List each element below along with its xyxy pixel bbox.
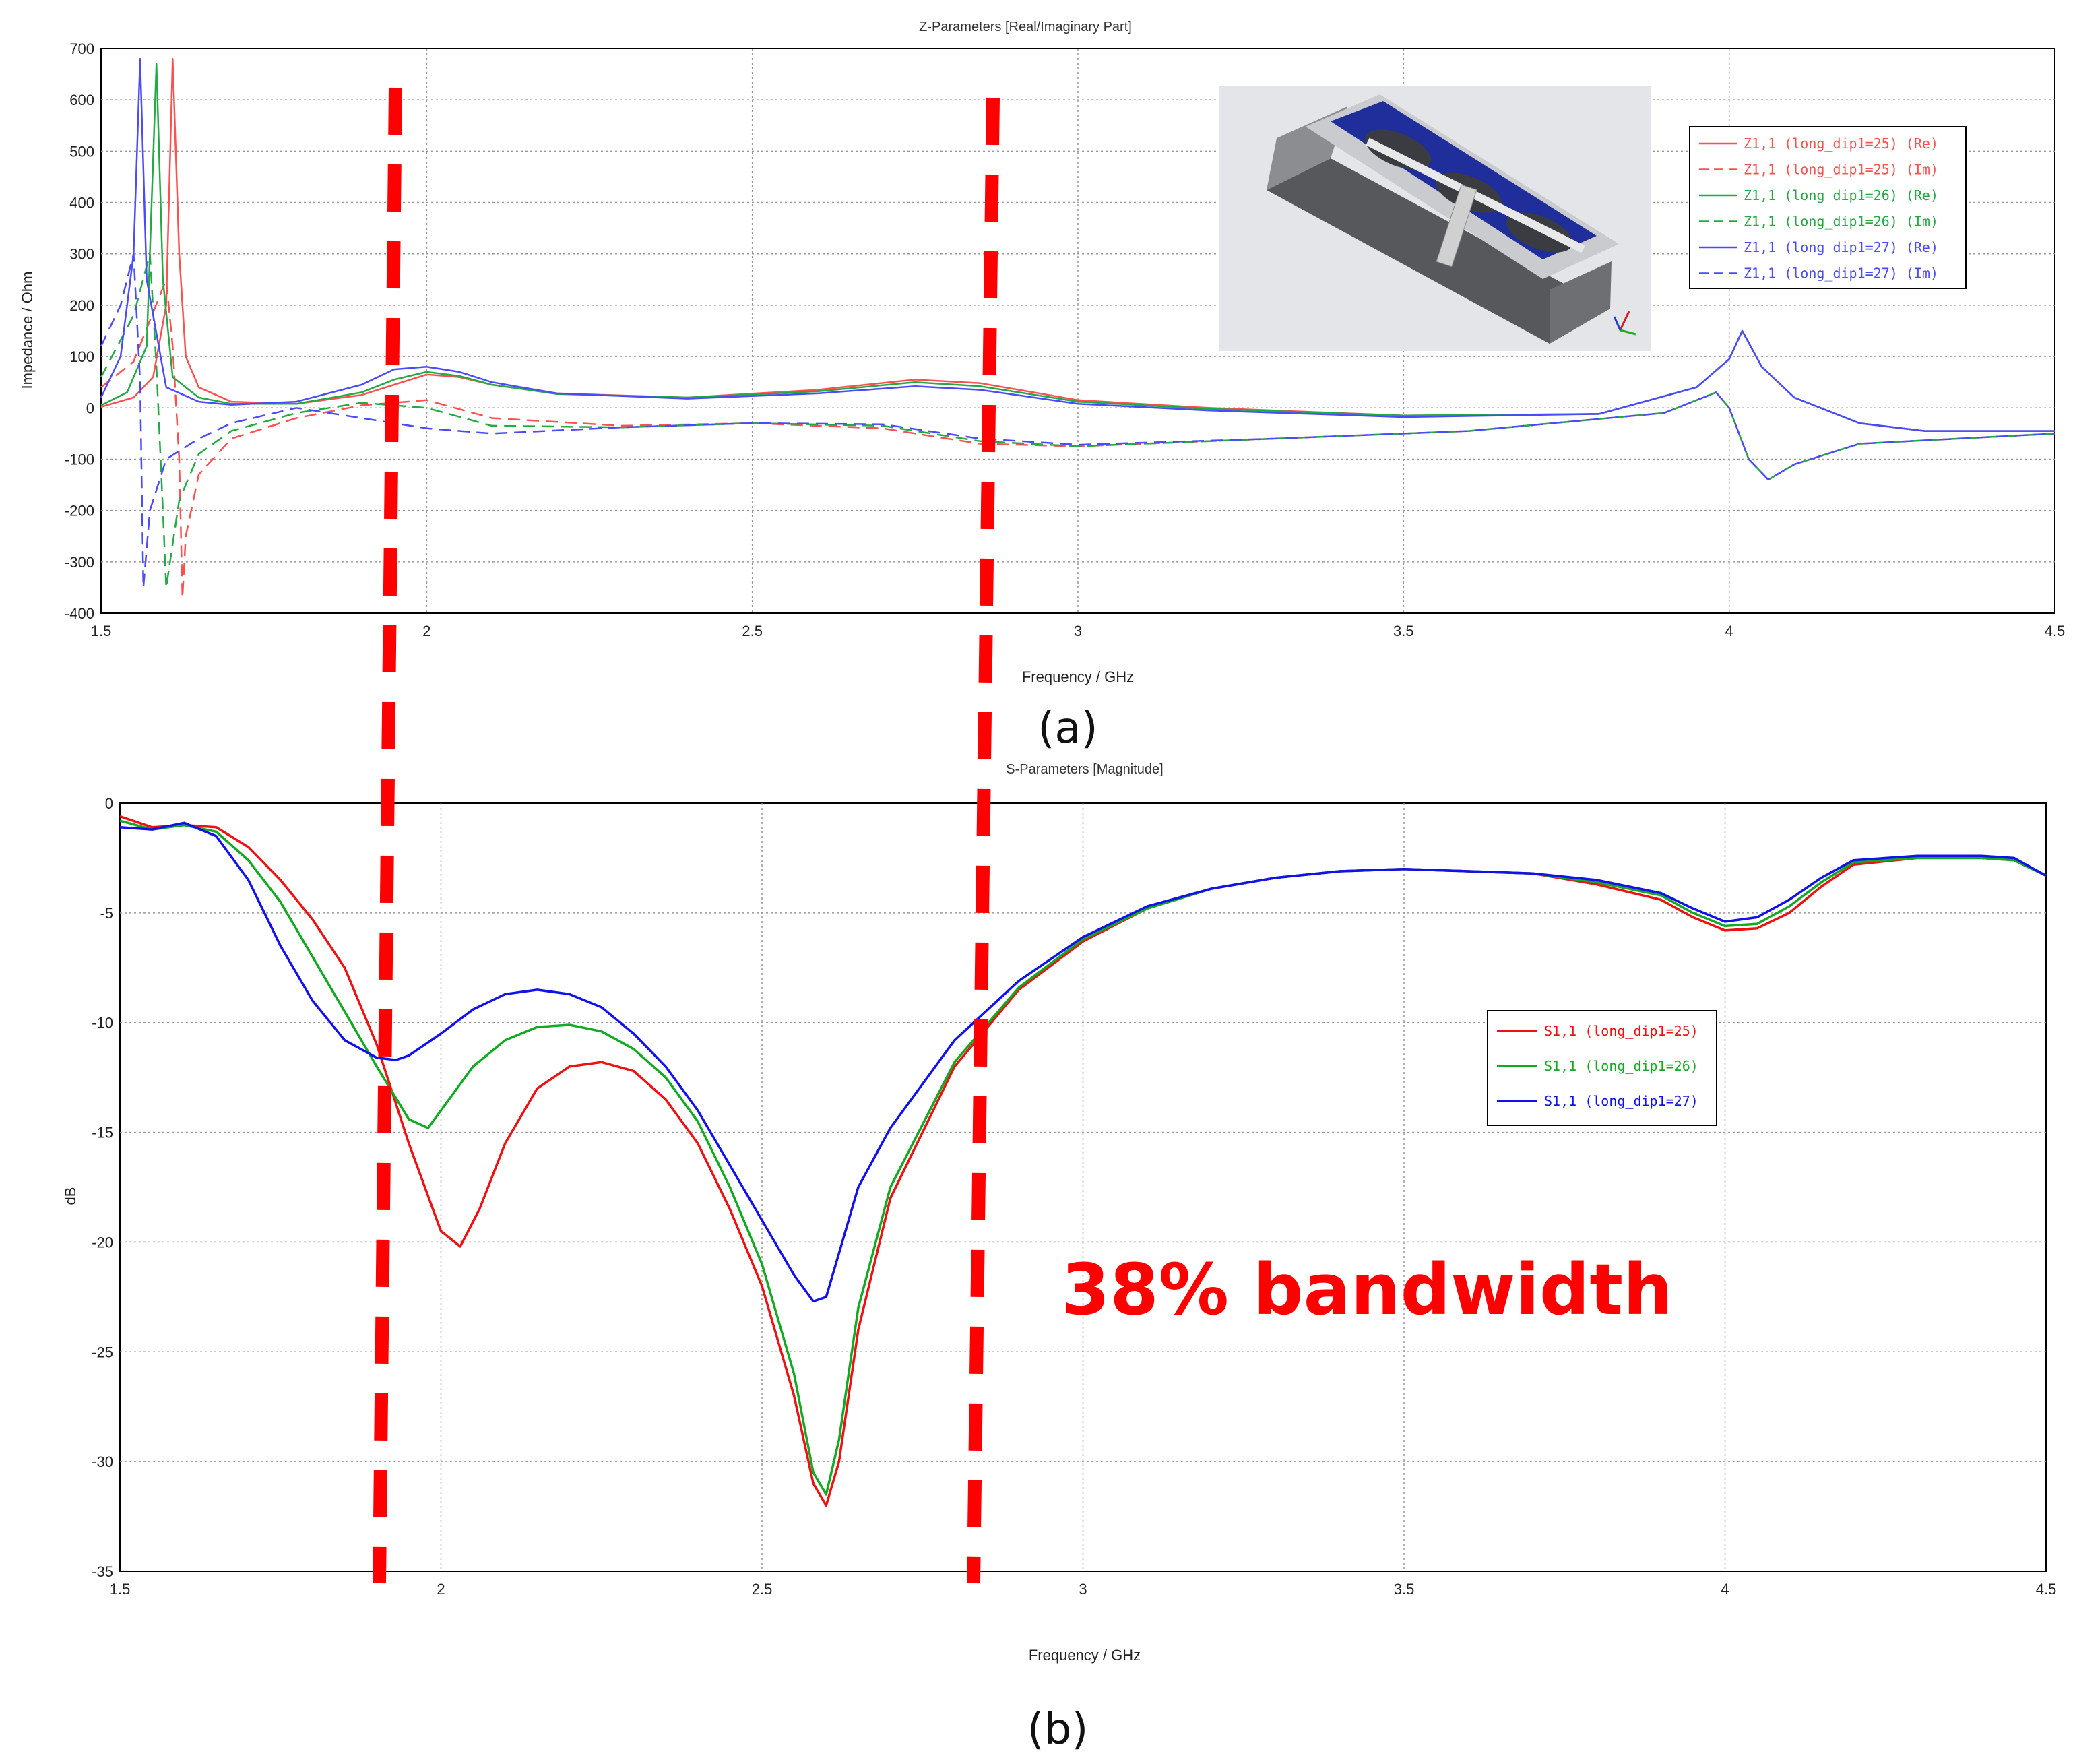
legend-entry: Z1,1 (long_dip1=27) (Re)	[1744, 239, 1938, 255]
chart-a-x-label: Frequency / GHz	[1022, 668, 1134, 685]
y-tick-label: 500	[69, 143, 94, 160]
band-edge-marker-low	[373, 87, 402, 1584]
legend-entry: Z1,1 (long_dip1=27) (Im)	[1744, 265, 1938, 282]
y-tick-label: -5	[100, 905, 113, 922]
bandwidth-annotation: 38% bandwidth	[1061, 1249, 1673, 1331]
legend-entry: Z1,1 (long_dip1=26) (Re)	[1744, 187, 1938, 203]
y-tick-label: 300	[69, 246, 94, 263]
y-tick-label: -200	[65, 503, 94, 519]
y-tick-label: 600	[69, 92, 94, 108]
legend-entry: Z1,1 (long_dip1=26) (Im)	[1744, 214, 1938, 230]
legend-entry: Z1,1 (long_dip1=25) (Im)	[1744, 162, 1938, 178]
chart-a-ticks: 1.5 2 2.5 3 3.5 4 4.5 700 600 500 400 300 200 100 0 -10…	[65, 40, 2065, 639]
y-tick-label: 200	[69, 297, 94, 314]
x-tick-label: 3	[1079, 1581, 1087, 1598]
x-tick-label: 1.5	[110, 1581, 131, 1598]
y-tick-label: -400	[65, 605, 94, 622]
x-tick-label: 4.5	[2045, 623, 2066, 639]
y-tick-label: -30	[92, 1453, 113, 1470]
caption-b: (b)	[1027, 1705, 1089, 1755]
x-tick-label: 2.5	[742, 623, 763, 639]
chart-a-series	[100, 57, 2055, 599]
x-tick-label: 4	[1721, 1581, 1729, 1598]
y-tick-label: 0	[105, 795, 113, 812]
x-tick-label: 3.5	[1394, 1581, 1415, 1598]
series-line	[119, 815, 2047, 1507]
z-parameters-chart: Z-Parameters [Real/Imaginary Part] 1.5 2 2…	[19, 20, 2065, 685]
y-tick-label: -35	[92, 1563, 113, 1580]
chart-b-x-label: Frequency / GHz	[1029, 1647, 1141, 1664]
y-tick-label: -10	[92, 1015, 113, 1032]
x-tick-label: 1.5	[91, 623, 112, 639]
x-tick-label: 3	[1074, 623, 1082, 639]
x-tick-label: 4.5	[2036, 1581, 2057, 1598]
s-parameters-chart: S-Parameters [Magnitude] 1.5 2 2.5 3 3.5 4 4.5…	[62, 762, 2056, 1664]
chart-b-series	[119, 815, 2047, 1507]
y-tick-label: -300	[65, 554, 94, 571]
chart-a-legend: Z1,1 (long_dip1=25) (Re) Z1,1 (long_dip1=…	[1689, 126, 1967, 289]
band-edge-marker-high	[967, 97, 1000, 1584]
legend-entry: S1,1 (long_dip1=27)	[1544, 1093, 1698, 1109]
x-tick-label: 2.5	[752, 1581, 773, 1598]
series-line	[100, 253, 2055, 589]
x-tick-label: 2	[437, 1581, 445, 1598]
y-tick-label: 0	[86, 400, 94, 416]
series-line	[119, 819, 2047, 1496]
chart-a-y-label: Impedance / Ohm	[19, 272, 36, 389]
legend-entry: S1,1 (long_dip1=25)	[1544, 1023, 1698, 1039]
y-tick-label: -20	[92, 1234, 113, 1251]
caption-a: (a)	[1038, 703, 1097, 753]
series-line	[100, 57, 2055, 432]
series-line	[119, 821, 2047, 1303]
y-tick-label: 100	[69, 348, 94, 365]
antenna-model-inset	[1219, 86, 1651, 351]
legend-entry: S1,1 (long_dip1=26)	[1544, 1058, 1698, 1074]
chart-b-ticks: 1.5 2 2.5 3 3.5 4 4.5 0 -5 -10 -15 -20 -25 -30 -35	[92, 795, 2056, 1598]
chart-b-y-label: dB	[62, 1187, 79, 1205]
legend-entry: Z1,1 (long_dip1=25) (Re)	[1744, 135, 1938, 152]
x-tick-label: 2	[422, 623, 430, 639]
chart-b-legend: S1,1 (long_dip1=25) S1,1 (long_dip1=26) S1…	[1487, 1010, 1717, 1126]
x-tick-label: 3.5	[1393, 623, 1414, 639]
chart-b-title: S-Parameters [Magnitude]	[1006, 762, 1163, 777]
y-tick-label: -15	[92, 1125, 113, 1141]
y-tick-label: -25	[92, 1344, 113, 1360]
band-edge-markers	[373, 87, 1000, 1584]
chart-a-title: Z-Parameters [Real/Imaginary Part]	[919, 20, 1132, 34]
y-tick-label: 700	[69, 40, 94, 57]
x-tick-label: 4	[1725, 623, 1733, 639]
y-tick-label: 400	[69, 195, 94, 212]
y-tick-label: -100	[65, 451, 94, 468]
